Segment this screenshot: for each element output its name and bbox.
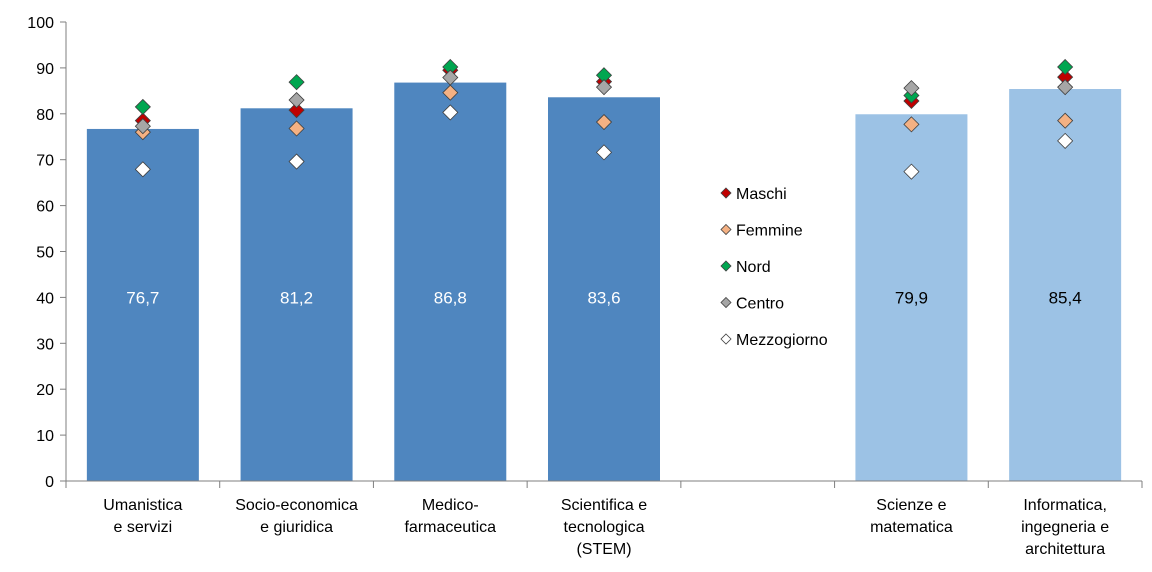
y-tick-label: 20 bbox=[36, 382, 54, 399]
x-tick-label: Umanistica bbox=[103, 497, 182, 514]
marker-nord bbox=[134, 98, 151, 115]
bar bbox=[86, 128, 199, 481]
y-tick-label: 10 bbox=[36, 428, 54, 445]
marker-maschi bbox=[288, 102, 305, 119]
bar-value-label: 79,9 bbox=[895, 288, 928, 307]
marker-mezzogiorno bbox=[1057, 132, 1074, 149]
legend-label-centro: Centro bbox=[736, 296, 784, 313]
legend-label-nord: Nord bbox=[736, 259, 771, 276]
bar bbox=[1009, 89, 1122, 481]
y-tick-label: 60 bbox=[36, 199, 54, 216]
y-tick-label: 70 bbox=[36, 153, 54, 170]
legend-label-femmine: Femmine bbox=[736, 223, 803, 240]
y-tick-label: 100 bbox=[27, 15, 54, 32]
x-tick-label: ingegneria e bbox=[1021, 519, 1109, 536]
legend-label-maschi: Maschi bbox=[736, 186, 787, 203]
marker-femmine bbox=[595, 113, 613, 131]
bar-value-label: 85,4 bbox=[1049, 288, 1082, 307]
bar-value-label: 83,6 bbox=[587, 288, 620, 307]
y-tick-label: 30 bbox=[36, 336, 54, 353]
x-tick-label: tecnologica bbox=[564, 519, 645, 536]
legend-marker-femmine bbox=[720, 223, 732, 236]
y-tick-label: 40 bbox=[36, 290, 54, 307]
marker-femmine bbox=[903, 116, 920, 133]
marker-centro bbox=[442, 69, 459, 86]
legend-marker-maschi bbox=[720, 187, 732, 199]
marker-mezzogiorno bbox=[288, 153, 305, 170]
x-tick-label: e servizi bbox=[114, 519, 173, 536]
x-tick-label: architettura bbox=[1025, 541, 1105, 558]
marker-mezzogiorno bbox=[442, 104, 459, 121]
marker-mezzogiorno bbox=[134, 161, 151, 178]
bar bbox=[394, 82, 507, 481]
marker-femmine bbox=[1057, 112, 1074, 129]
x-tick-label: e giuridica bbox=[260, 519, 333, 536]
x-tick-label: matematica bbox=[870, 519, 953, 536]
x-tick-label: farmaceutica bbox=[404, 519, 496, 536]
marker-centro bbox=[903, 80, 920, 97]
bar-value-label: 76,7 bbox=[126, 288, 159, 307]
legend-marker-mezzogiorno bbox=[720, 333, 732, 345]
marker-centro bbox=[595, 79, 613, 96]
marker-centro bbox=[288, 91, 305, 109]
x-tick-label: Socio-economica bbox=[235, 497, 358, 514]
bar-value-label: 81,2 bbox=[280, 288, 313, 307]
marker-femmine bbox=[442, 84, 459, 101]
y-tick-label: 90 bbox=[36, 61, 54, 78]
marker-nord bbox=[1057, 58, 1074, 76]
x-tick-label: Medico- bbox=[422, 497, 479, 514]
legend-marker-nord bbox=[720, 260, 732, 272]
bar bbox=[240, 108, 353, 482]
x-tick-label: (STEM) bbox=[576, 541, 631, 558]
x-tick-label: Informatica, bbox=[1023, 497, 1107, 514]
legend-label-mezzogiorno: Mezzogiorno bbox=[736, 332, 828, 349]
y-tick-label: 0 bbox=[45, 474, 54, 491]
marker-mezzogiorno bbox=[903, 163, 920, 180]
marker-femmine bbox=[288, 120, 305, 137]
bar bbox=[548, 97, 660, 481]
bar-value-label: 86,8 bbox=[434, 288, 467, 307]
y-tick-label: 80 bbox=[36, 107, 54, 124]
marker-centro bbox=[1057, 79, 1074, 96]
marker-mezzogiorno bbox=[595, 144, 613, 161]
marker-nord bbox=[288, 74, 305, 91]
y-tick-label: 50 bbox=[36, 245, 54, 262]
x-tick-label: Scientifica e bbox=[561, 497, 647, 514]
marker-centro bbox=[134, 118, 151, 135]
x-tick-label: Scienze e bbox=[876, 497, 946, 514]
legend-marker-centro bbox=[720, 296, 732, 309]
